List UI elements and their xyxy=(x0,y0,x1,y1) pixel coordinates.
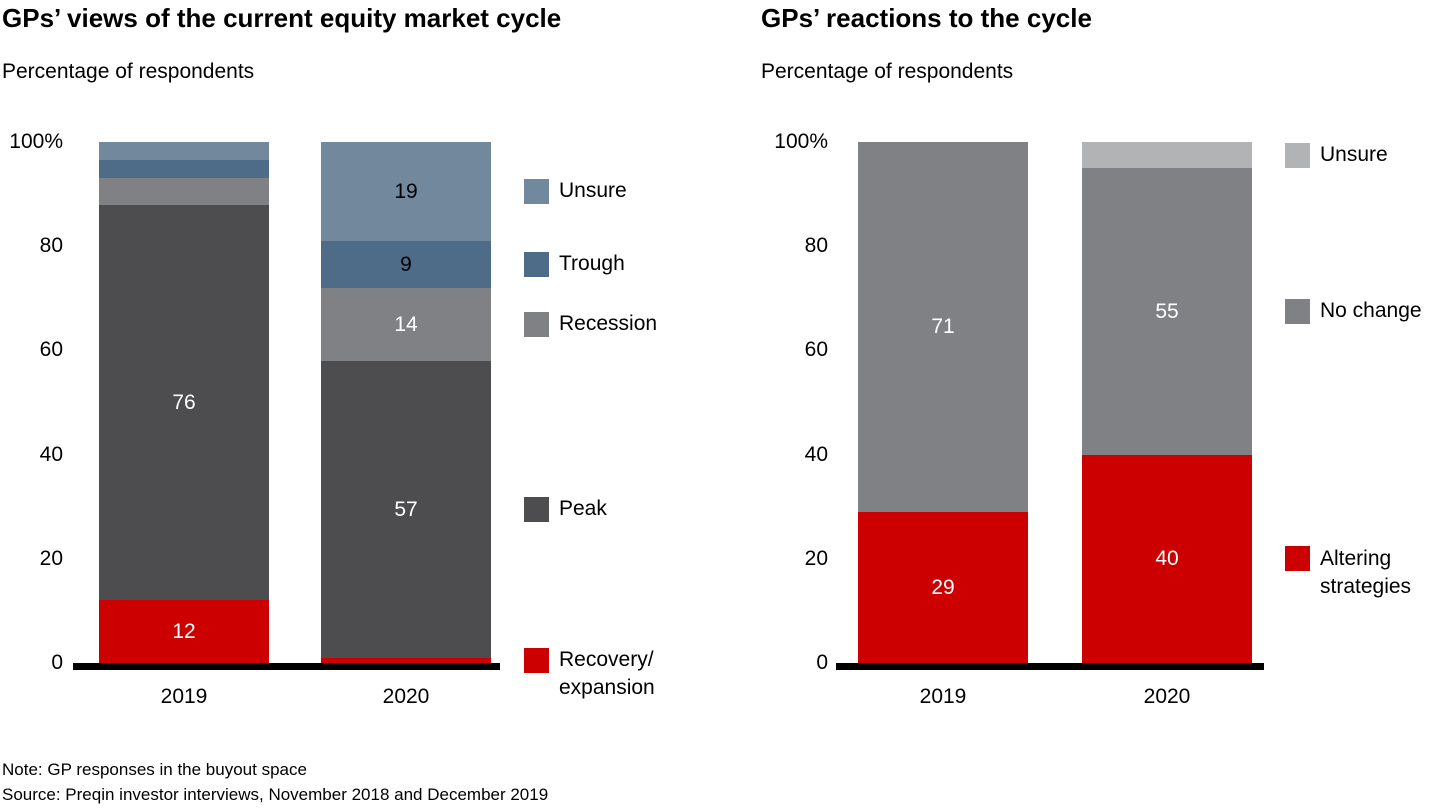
bar-segment-altering-strategies-2020: 40 xyxy=(1082,454,1252,663)
legend-label-trough: Trough xyxy=(559,250,625,278)
y-axis-tick-label-40: 40 xyxy=(39,442,63,466)
bar-value-label: 40 xyxy=(1155,547,1179,571)
bar-segment-trough-2020: 9 xyxy=(321,240,491,288)
bar-value-label: 12 xyxy=(172,620,196,644)
bar-segment-recession-2020: 14 xyxy=(321,287,491,361)
bar-value-label: 9 xyxy=(400,252,412,276)
bar-segment-unsure-2020 xyxy=(1082,142,1252,169)
legend-label-line: Unsure xyxy=(559,179,627,203)
y-axis-tick-label-20: 20 xyxy=(39,546,63,570)
legend-label-line: Recovery/ xyxy=(559,648,654,672)
x-axis-baseline xyxy=(836,663,1264,670)
y-axis-tick-label-60: 60 xyxy=(39,338,63,362)
legend-swatch-trough xyxy=(524,251,549,277)
legend-label-no-change: No change xyxy=(1320,297,1422,325)
legend-label-recovery-expansion: Recovery/expansion xyxy=(559,646,655,702)
legend-swatch-altering-strategies xyxy=(1285,546,1310,572)
bar-segment-no-change-2020: 55 xyxy=(1082,168,1252,455)
footer: Note: GP responses in the buyout space S… xyxy=(2,757,548,807)
bar-value-label: 76 xyxy=(172,390,196,414)
bar-segment-recovery-expansion-2019: 12 xyxy=(99,600,269,663)
source-text: Source: Preqin investor interviews, Nove… xyxy=(2,785,549,804)
y-axis-tick-label-100: 100% xyxy=(774,130,828,153)
legend-swatch-no-change xyxy=(1285,298,1310,324)
category-label-2020: 2020 xyxy=(382,685,430,708)
bar-segment-recovery-expansion-2020 xyxy=(321,657,491,663)
y-axis-tick-label-0: 0 xyxy=(51,651,63,674)
bar-segment-peak-2020: 57 xyxy=(321,360,491,658)
bar-segment-no-change-2019: 71 xyxy=(858,142,1028,512)
legend-label-recession: Recession xyxy=(559,310,657,338)
right-chart-subtitle: Percentage of respondents xyxy=(761,60,1014,83)
legend-label-unsure: Unsure xyxy=(559,177,627,205)
y-axis-tick-label-80: 80 xyxy=(39,234,63,258)
bar-value-label: 71 xyxy=(931,315,955,339)
legend-label-line: Recession xyxy=(559,312,658,336)
legend-swatch-unsure xyxy=(524,178,549,204)
bar-value-label: 29 xyxy=(931,575,955,599)
legend-swatch-unsure xyxy=(1285,142,1310,168)
category-label-2019: 2019 xyxy=(919,685,967,708)
y-axis-tick-label-80: 80 xyxy=(804,234,828,258)
bar-segment-trough-2019 xyxy=(99,160,269,179)
bar-segment-unsure-2020: 19 xyxy=(321,142,491,241)
category-label-2019: 2019 xyxy=(160,685,208,708)
legend-label-peak: Peak xyxy=(559,495,607,523)
right-chart-title: GPs’ reactions to the cycle xyxy=(761,3,1092,33)
legend-label-line: expansion xyxy=(559,676,655,700)
legend-label-line: strategies xyxy=(1320,574,1412,598)
legend-label-altering-strategies: Altering strategies xyxy=(1320,545,1411,601)
legend-label-line: No change xyxy=(1320,299,1422,323)
bar-segment-recession-2019 xyxy=(99,178,269,205)
legend-swatch-peak xyxy=(524,496,549,522)
y-axis-tick-label-40: 40 xyxy=(804,442,828,466)
left-chart-subtitle: Percentage of respondents xyxy=(2,60,255,83)
bar-value-label: 55 xyxy=(1155,299,1179,323)
legend-label-line: Altering xyxy=(1320,546,1392,570)
bar-value-label: 57 xyxy=(394,497,418,521)
left-chart-title: GPs’ views of the current equity market … xyxy=(2,3,562,33)
x-axis-baseline xyxy=(73,663,500,670)
legend-label-line: Trough xyxy=(559,252,625,276)
legend-swatch-recovery-expansion xyxy=(524,647,549,673)
y-axis-tick-label-0: 0 xyxy=(816,651,828,674)
bar-segment-unsure-2019 xyxy=(99,142,269,161)
legend-label-line: Unsure xyxy=(1320,143,1388,167)
legend-swatch-recession xyxy=(524,311,549,337)
y-axis-tick-label-20: 20 xyxy=(804,546,828,570)
note-text: Note: GP responses in the buyout space xyxy=(2,760,307,779)
legend-label-unsure: Unsure xyxy=(1320,141,1388,169)
bar-value-label: 19 xyxy=(394,179,418,203)
legend-label-line: Peak xyxy=(559,497,607,521)
bar-segment-altering-strategies-2019: 29 xyxy=(858,511,1028,663)
y-axis-tick-label-60: 60 xyxy=(804,338,828,362)
bar-segment-peak-2019: 76 xyxy=(99,204,269,601)
bar-value-label: 14 xyxy=(394,312,418,336)
y-axis-tick-label-100: 100% xyxy=(9,130,63,153)
category-label-2020: 2020 xyxy=(1143,685,1191,708)
